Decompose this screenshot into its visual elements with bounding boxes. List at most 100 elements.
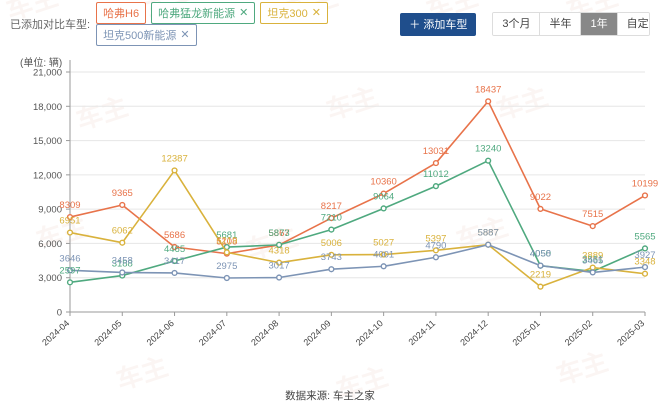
data-point[interactable] [119, 269, 126, 276]
data-point[interactable] [223, 274, 230, 282]
data-point[interactable] [328, 251, 335, 258]
data-point[interactable] [223, 249, 230, 256]
add-vehicle-button[interactable]: ＋ 添加车型 [400, 12, 477, 36]
unit-label: (单位: 辆) [20, 58, 63, 69]
series-line [69, 243, 646, 279]
data-label: 13031 [423, 146, 449, 157]
vehicle-chip[interactable]: 哈弗猛龙新能源 ✕ [151, 2, 256, 24]
data-label: 11012 [423, 169, 449, 180]
data-label: 10199 [632, 178, 658, 189]
data-label: 3188 [112, 259, 133, 270]
time-range-option[interactable]: 3个月 [493, 13, 541, 35]
time-range-group: 3个月半年1年自定义 [492, 12, 650, 36]
data-point[interactable] [171, 257, 178, 265]
x-tick-label: 2024-10 [354, 318, 385, 348]
toolbar-label: 已添加对比车型: [10, 19, 91, 31]
data-point[interactable] [380, 205, 387, 212]
vehicle-chip[interactable]: 坦克300 ✕ [260, 2, 328, 24]
data-label: 5565 [634, 231, 655, 242]
data-label: 3927 [634, 250, 655, 261]
data-point[interactable] [537, 262, 544, 269]
x-tick-label: 2024-11 [406, 318, 437, 347]
data-point[interactable] [328, 226, 335, 233]
x-tick-label: 2025-03 [615, 318, 646, 348]
data-label: 3551 [582, 254, 603, 265]
data-labels: 8309 9365 5686 5108 5867 8217 10360 13031 18437 9… [59, 84, 658, 280]
data-point[interactable] [275, 259, 283, 266]
data-point[interactable] [641, 270, 649, 277]
vehicle-chip-list: 哈弗H6 哈弗猛龙新能源 ✕ 坦克300 ✕ 坦克500新能源 ✕ [96, 2, 400, 46]
data-point[interactable] [380, 190, 387, 197]
vehicle-chip[interactable]: 坦克500新能源 ✕ [96, 24, 197, 46]
close-icon[interactable]: ✕ [311, 6, 321, 19]
data-point[interactable] [275, 241, 283, 248]
data-label: 5686 [164, 230, 185, 241]
data-label: 9365 [112, 188, 133, 199]
x-tick-label: 2024-12 [458, 318, 489, 348]
y-tick-label: 15,000 [33, 136, 62, 147]
data-point[interactable] [380, 263, 387, 270]
vehicle-chip-label: 哈弗猛龙新能源 [158, 8, 236, 20]
y-tick-label: 3,000 [38, 273, 62, 284]
data-point[interactable] [432, 183, 440, 190]
data-point[interactable] [589, 223, 596, 230]
data-point[interactable] [66, 229, 74, 236]
data-label: 4058 [530, 249, 551, 260]
data-point[interactable] [380, 251, 387, 258]
data-label: 5867 [269, 228, 290, 239]
data-point[interactable] [641, 192, 649, 199]
x-tick-label: 2024-07 [197, 318, 228, 348]
data-point[interactable] [66, 213, 74, 221]
data-point[interactable] [485, 241, 492, 248]
data-label: 5108 [216, 237, 237, 248]
data-point[interactable] [432, 254, 440, 261]
data-point[interactable] [119, 239, 126, 246]
data-label: 4790 [425, 240, 446, 251]
close-icon[interactable]: ✕ [180, 28, 190, 41]
data-label: 5887 [478, 228, 499, 239]
data-point[interactable] [171, 269, 178, 277]
data-point[interactable] [641, 245, 649, 252]
data-point[interactable] [66, 279, 74, 286]
data-point[interactable] [641, 264, 649, 271]
data-label: 12387 [161, 153, 187, 164]
data-point[interactable] [485, 98, 492, 105]
data-point[interactable] [328, 214, 335, 222]
data-point[interactable] [537, 205, 544, 212]
data-label: 4318 [269, 246, 290, 257]
data-point[interactable] [119, 201, 126, 209]
data-point[interactable] [485, 157, 492, 164]
data-point[interactable] [171, 167, 178, 174]
data-label: 2597 [59, 265, 80, 276]
data-point[interactable] [589, 269, 596, 276]
data-label: 4001 [373, 249, 394, 260]
data-source-note: 数据来源: 车主之家 [285, 390, 375, 402]
data-label: 3417 [164, 256, 185, 267]
close-icon[interactable]: ✕ [239, 6, 249, 19]
series-line [69, 159, 646, 284]
y-tick-label: 21,000 [33, 68, 62, 79]
data-label: 3348 [634, 257, 655, 268]
data-label: 2219 [530, 270, 551, 281]
vehicle-chip[interactable]: 哈弗H6 [96, 2, 147, 24]
data-label: 9064 [373, 191, 394, 202]
data-label: 6062 [112, 226, 133, 237]
data-point[interactable] [171, 243, 178, 251]
series-lines [66, 98, 649, 290]
data-label: 3889 [582, 251, 603, 262]
data-point[interactable] [432, 159, 440, 167]
sales-line-chart: 0 3,000 6,000 9,000 12,000 15,000 18,000 21,000… [33, 60, 658, 348]
data-point[interactable] [537, 283, 544, 290]
data-label: 5887 [478, 228, 499, 239]
y-tick-label: 6,000 [38, 239, 62, 250]
data-point[interactable] [275, 274, 283, 281]
data-point[interactable] [66, 267, 74, 274]
data-point[interactable] [432, 247, 440, 254]
vehicle-chip-label: 哈弗H6 [103, 8, 140, 20]
time-range-option[interactable]: 自定义 [617, 13, 650, 35]
data-point[interactable] [328, 266, 335, 273]
time-range-option[interactable]: 1年 [581, 13, 618, 35]
data-label: 5873 [269, 228, 290, 239]
data-label: 5681 [216, 230, 237, 241]
time-range-option[interactable]: 半年 [540, 13, 582, 35]
